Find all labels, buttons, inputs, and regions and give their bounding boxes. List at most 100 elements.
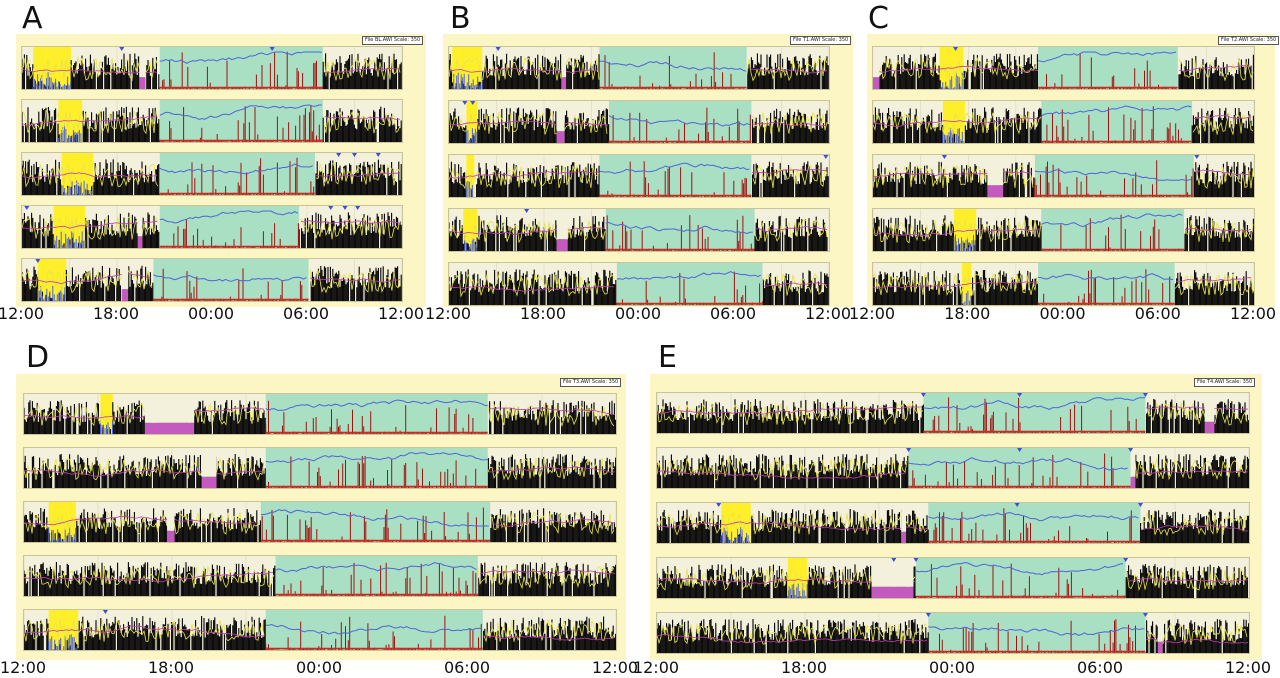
day-plot — [24, 502, 616, 542]
activity-bars — [449, 107, 829, 143]
day-track — [21, 99, 403, 143]
event-marker — [953, 47, 959, 51]
wrist-temperature-line — [873, 169, 1252, 178]
day-track — [872, 46, 1255, 90]
off-wrist-period — [1130, 476, 1136, 488]
activity-bars — [24, 508, 616, 542]
luminance-line — [657, 401, 1248, 426]
rest-period — [159, 206, 300, 248]
event-marker — [269, 47, 275, 51]
event-marker — [462, 101, 468, 105]
day-plot — [22, 206, 402, 248]
x-tick-label: 06:00 — [443, 658, 491, 677]
rest-period — [265, 448, 488, 488]
panel-letter: D — [26, 340, 50, 375]
wrist-temperature-line — [873, 65, 1252, 73]
bright-light-period — [466, 101, 478, 143]
event-marker — [1194, 155, 1200, 159]
event-marker — [925, 613, 931, 617]
temperature-line — [923, 397, 1146, 410]
luminance-line — [873, 164, 1254, 189]
x-tick-label: 06:00 — [709, 304, 757, 323]
wrist-temperature-line — [657, 469, 1249, 479]
event-marker — [1017, 393, 1023, 397]
luminance-line — [657, 622, 1248, 645]
rest-period — [1034, 155, 1194, 197]
day-plot — [657, 393, 1249, 433]
wrist-temperature-line — [22, 172, 401, 179]
off-wrist-gap — [1130, 448, 1136, 477]
light-activity-spikes — [720, 527, 751, 543]
day-track — [656, 447, 1250, 489]
activity-bars — [449, 215, 828, 251]
event-marker — [941, 155, 947, 159]
x-tick-label: 06:00 — [282, 304, 330, 323]
off-wrist-period — [987, 185, 1004, 197]
wrist-temperature-line — [449, 120, 828, 127]
file-label: File BL.AWI Scale: 350 — [362, 36, 424, 45]
day-plot — [873, 263, 1254, 305]
activity-bars — [657, 454, 1249, 488]
off-wrist-period — [167, 530, 175, 542]
light-activity-spikes — [942, 127, 965, 143]
day-track — [656, 392, 1250, 434]
day-track — [23, 447, 617, 489]
luminance-line — [22, 162, 401, 188]
x-tick-label: 00:00 — [928, 658, 976, 677]
light-activity-spikes — [61, 180, 94, 195]
day-track — [872, 208, 1255, 252]
event-marker — [891, 558, 897, 562]
off-wrist-gap — [987, 155, 1004, 186]
off-wrist-period — [561, 77, 567, 89]
luminance-line — [657, 511, 1248, 537]
x-tick-label: 18:00 — [780, 658, 828, 677]
bright-light-period — [953, 209, 977, 251]
x-tick-label: 12:00 — [0, 658, 47, 677]
luminance-line — [24, 402, 615, 428]
off-wrist-period — [556, 131, 565, 143]
day-plot — [657, 503, 1249, 543]
panel-letter: E — [658, 340, 677, 375]
light-activity-spikes — [953, 234, 976, 251]
off-wrist-gap — [871, 558, 914, 587]
off-wrist-gap — [167, 502, 175, 531]
activity-bars — [22, 212, 402, 248]
event-marker — [352, 153, 357, 157]
day-track — [656, 502, 1250, 544]
day-track — [21, 258, 403, 302]
event-marker — [355, 206, 361, 210]
luminance-line — [873, 218, 1254, 244]
wrist-temperature-line — [24, 515, 616, 527]
off-wrist-period — [901, 531, 907, 543]
rest-period — [928, 613, 1146, 653]
off-wrist-period — [144, 422, 195, 434]
day-plot — [657, 558, 1249, 598]
day-plot — [449, 263, 829, 305]
rest-period — [599, 155, 752, 197]
day-plot — [22, 100, 402, 142]
off-wrist-period — [1157, 641, 1163, 653]
day-plot — [22, 47, 402, 89]
activity-bars — [22, 106, 402, 142]
event-marker — [328, 206, 334, 210]
wrist-temperature-line — [657, 521, 1249, 532]
luminance-line — [873, 272, 1254, 296]
light-activity-spikes — [100, 419, 113, 434]
temperature-line — [616, 271, 762, 280]
light-activity-spikes — [32, 72, 72, 89]
off-wrist-period — [139, 77, 146, 89]
day-track — [23, 501, 617, 543]
day-plot — [873, 209, 1254, 251]
off-wrist-gap — [137, 206, 143, 237]
rest-period — [928, 503, 1141, 543]
day-plot — [24, 556, 616, 596]
light-activity-spikes — [961, 290, 972, 305]
x-tick-label: 12:00 — [591, 658, 639, 677]
temperature-line — [599, 162, 750, 175]
event-marker — [375, 153, 381, 157]
light-activity-spikes — [57, 125, 82, 142]
temperature-line — [1041, 213, 1183, 228]
off-wrist-gap — [873, 47, 880, 78]
x-tick-label: 06:00 — [1134, 304, 1181, 323]
day-plot — [873, 47, 1254, 89]
